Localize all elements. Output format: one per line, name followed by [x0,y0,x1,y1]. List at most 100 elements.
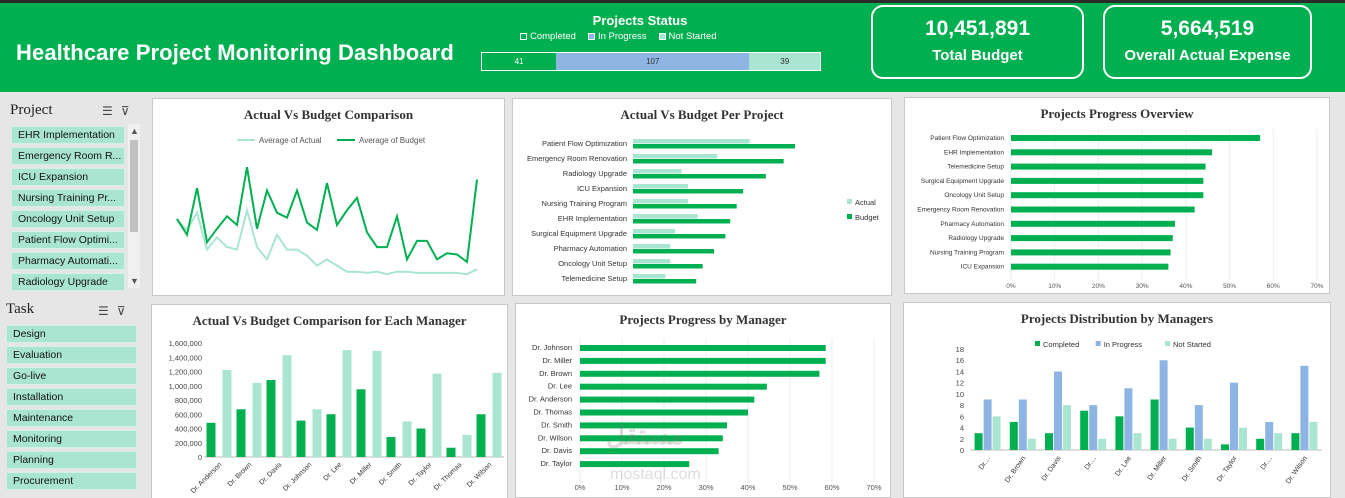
scroll-down-icon[interactable]: ▼ [130,276,139,286]
dashboard-title: Healthcare Project Monitoring Dashboard [16,40,454,65]
bar-completed [1080,410,1089,450]
y-tick-label: 1,400,000 [169,353,202,362]
bar-not-started [1239,427,1247,450]
projects-status-legend: Completed In Progress Not Started [520,31,790,42]
status-completed-segment[interactable]: 41 [482,53,557,70]
category-label: Dr. Thomas [433,461,464,492]
category-label: Dr. Anderson [529,395,572,404]
clear-filter-icon[interactable]: ⊽ [116,304,126,318]
project-item-radiology-upgrade[interactable]: Radiology Upgrade [11,273,125,291]
category-label: ICU Expansion [577,184,627,193]
y-tick-label: 400,000 [175,425,202,434]
bar-budget [282,355,292,457]
task-item-evaluation[interactable]: Evaluation [6,346,137,364]
category-label: EHR Implementation [944,149,1004,156]
y-tick-label: 800,000 [175,396,202,405]
category-label: Dr. Miller [349,461,374,486]
category-label: Dr. Johnson [532,343,572,352]
kpi-value: 5,664,519 [1160,17,1255,40]
y-tick-label: 18 [956,345,964,354]
project-item-icu-expansion[interactable]: ICU Expansion [11,168,125,186]
bar-actual [446,447,456,457]
task-item-procurement[interactable]: Procurement [6,472,137,490]
category-label: Emergency Room Renovation [917,207,1004,214]
category-label: Emergency Room Renovation [527,154,627,163]
x-tick-label: 20% [1092,283,1105,290]
chart-projects-progress-by-manager[interactable]: Projects Progress by Manager 0% 10% 20% 30%… [515,303,891,498]
category-label: Dr. Miller [542,356,572,365]
project-item-ehr-implementation[interactable]: EHR Implementation [11,126,125,144]
bar-budget [633,159,784,164]
chart-title: Projects Progress Overview [1040,106,1194,121]
top-border [0,0,1345,3]
legend-label: Budget [855,213,880,222]
category-label: Dr. Wilson [538,433,572,442]
x-tick-label: 30% [1136,283,1149,290]
legend-swatch [587,33,595,40]
y-tick-label: 1,200,000 [169,368,202,377]
category-label: Dr. Taylor [408,461,434,487]
legend-label-1: Average of Budget [359,136,426,145]
project-item-patient-flow-optimi[interactable]: Patient Flow Optimi... [11,231,125,249]
project-item-oncology-unit-setup[interactable]: Oncology Unit Setup [11,210,125,228]
clear-filter-icon[interactable]: ⊽ [120,104,130,118]
kpi-total-budget: 10,451,891 Total Budget [871,5,1084,79]
chart-actual-vs-budget[interactable]: Actual Vs Budget Comparison Average of A… [152,98,505,296]
series-line-1 [176,167,478,264]
x-tick-label: 70% [1310,283,1323,290]
bar-actual [633,199,689,204]
project-item-pharmacy-automati[interactable]: Pharmacy Automati... [11,252,125,270]
bar-not-started [1133,433,1142,450]
projects-status-bar[interactable]: 41 107 39 [481,52,821,71]
category-label: Nursing Training Program [930,249,1004,256]
scroll-up-icon[interactable]: ▲ [130,126,139,136]
bar-budget [342,350,352,457]
task-item-installation[interactable]: Installation [6,388,137,406]
legend-completed: Completed [520,31,576,42]
bar-actual [386,437,396,457]
bar-actual [633,244,671,249]
project-item-nursing-training-pr[interactable]: Nursing Training Pr... [11,189,125,207]
legend-swatch [1095,341,1101,346]
y-tick-label: 200,000 [175,439,202,448]
chart-projects-distribution-by-managers[interactable]: Projects Distribution by Managers 0 2 4 6 8 1… [903,302,1331,498]
task-item-go-live[interactable]: Go-live [6,367,137,385]
bar-budget [633,279,697,284]
project-item-emergency-room-r[interactable]: Emergency Room R... [11,147,125,165]
bar-actual [206,422,216,457]
bar-actual [633,259,671,264]
status-not-started-segment[interactable]: 39 [749,53,820,70]
bar-budget [633,264,703,269]
bar-in-progress [1265,421,1274,450]
category-label: Dr. Lee [322,461,343,482]
bar [580,422,727,429]
category-label: Dr. Smith [541,420,572,429]
task-item-design[interactable]: Design [6,325,137,343]
bar-budget [633,189,744,194]
chart-title: Actual Vs Budget Per Project [620,107,784,122]
bar-actual [326,414,336,457]
chart-projects-progress-overview[interactable]: Projects Progress Overview 0% 10% 20% 30% 40… [904,97,1330,294]
bar [580,383,767,390]
chart-title: Projects Progress by Manager [619,312,787,327]
status-in-progress-segment[interactable]: 107 [556,53,750,70]
bar-not-started [1309,421,1318,450]
chart-actual-vs-budget-per-project[interactable]: Actual Vs Budget Per Project Patient Flo… [512,98,892,296]
bar-budget [633,174,766,179]
chart-actual-vs-budget-each-manager[interactable]: Actual Vs Budget Comparison for Each Man… [151,304,508,498]
legend-swatch [847,214,852,219]
bar-actual [633,154,718,159]
category-label: Dr. Davis [542,446,573,455]
multi-select-icon[interactable]: ☰ [98,304,109,318]
task-item-monitoring[interactable]: Monitoring [6,430,137,448]
scroll-thumb[interactable] [130,140,138,232]
legend-swatch [847,199,852,204]
bar [580,345,826,351]
bar-not-started [1063,405,1071,450]
legend-swatch [1165,341,1170,346]
legend-not-started: Not Started [658,31,717,42]
bar [1011,192,1204,199]
task-item-planning[interactable]: Planning [6,451,137,469]
multi-select-icon[interactable]: ☰ [102,104,113,118]
task-item-maintenance[interactable]: Maintenance [6,409,137,427]
